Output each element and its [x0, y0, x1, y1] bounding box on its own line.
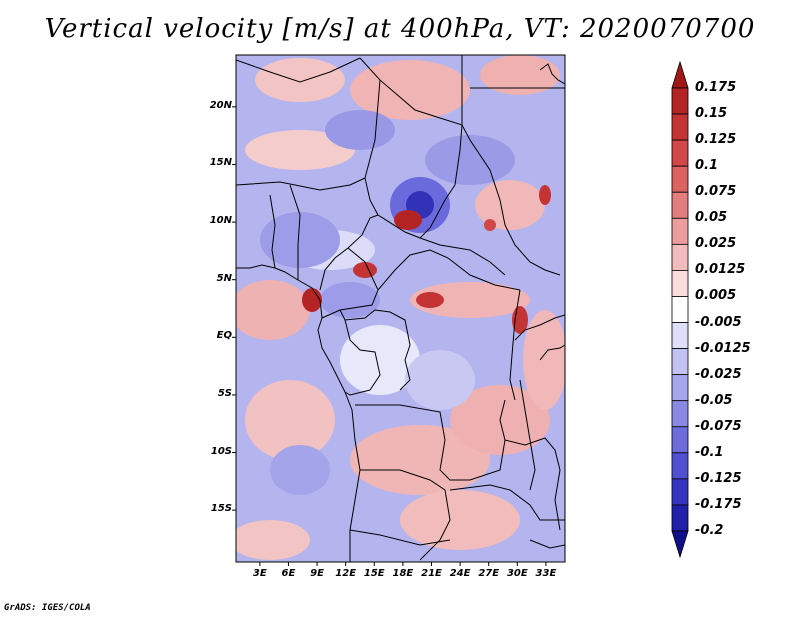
- colorbar-label: -0.05: [695, 392, 733, 408]
- lat-label-15n: 15N: [209, 157, 232, 169]
- lon-label-24e: 24E: [449, 568, 471, 579]
- colorbar-swatch: [671, 113, 689, 141]
- lat-label-20n: 20N: [209, 99, 232, 111]
- colorbar-swatch: [671, 348, 689, 376]
- colorbar-label: -0.1: [695, 444, 724, 460]
- colorbar-swatch: [671, 530, 689, 559]
- colorbar-swatch: [671, 270, 689, 297]
- colorbar-label: -0.0125: [695, 340, 751, 356]
- lat-label-10s: 10S: [210, 445, 232, 457]
- colorbar-swatch: [671, 243, 689, 271]
- colorbar-label: 0.025: [695, 236, 737, 252]
- lon-label-18e: 18E: [392, 568, 414, 579]
- colorbar-swatch: [671, 322, 689, 349]
- grads-credit: GrADS: IGES/COLA: [4, 603, 91, 613]
- colorbar-label: 0.1: [695, 158, 719, 174]
- lat-label-10n: 10N: [209, 215, 232, 227]
- colorbar-label: -0.175: [695, 496, 742, 512]
- colorbar-label: -0.2: [695, 523, 724, 538]
- velocity-field: [236, 55, 565, 562]
- colorbar-swatch: [671, 400, 689, 428]
- country-borders: [236, 55, 565, 562]
- lat-label-15s: 15S: [210, 503, 232, 515]
- colorbar-label: 0.175: [695, 80, 737, 95]
- lon-label-9e: 9E: [310, 568, 324, 579]
- colorbar-label: -0.075: [695, 418, 742, 434]
- colorbar-label: 0.05: [695, 210, 728, 226]
- lon-label-15e: 15E: [363, 568, 385, 579]
- colorbar-label: 0.005: [695, 288, 737, 304]
- colorbar-label: 0.075: [695, 184, 737, 200]
- lon-label-21e: 21E: [421, 568, 442, 579]
- colorbar-swatch: [671, 139, 689, 167]
- lon-label-27e: 27E: [478, 568, 500, 579]
- colorbar-swatch: [671, 426, 689, 454]
- colorbar-swatch: [671, 217, 689, 245]
- colorbar-swatch: [671, 452, 689, 480]
- colorbar-label: -0.025: [695, 366, 742, 382]
- lon-label-30e: 30E: [506, 568, 528, 579]
- colorbar-label: 0.0125: [695, 262, 746, 278]
- lon-label-33e: 33E: [535, 568, 557, 579]
- colorbar-swatch: [671, 191, 689, 219]
- lon-label-12e: 12E: [335, 568, 357, 579]
- colorbar-label: 0.125: [695, 132, 737, 148]
- lon-label-3e: 3E: [252, 568, 267, 579]
- colorbar-label: -0.005: [695, 314, 742, 330]
- colorbar: [671, 60, 689, 559]
- colorbar-label: 0.15: [695, 106, 728, 122]
- lat-label-5n: 5N: [216, 272, 232, 284]
- map-title: Vertical velocity [m/s] at 400hPa, VT: 2…: [44, 14, 756, 44]
- colorbar-swatch: [671, 504, 689, 532]
- lat-label-5s: 5S: [217, 387, 232, 399]
- colorbar-swatch: [671, 87, 689, 115]
- colorbar-swatch: [671, 478, 689, 506]
- map-frame: [235, 54, 566, 563]
- lon-label-6e: 6E: [281, 568, 296, 579]
- lat-label-eq: EQ: [216, 330, 232, 342]
- colorbar-swatch: [671, 60, 689, 89]
- colorbar-label: -0.125: [695, 470, 742, 486]
- colorbar-swatch: [671, 165, 689, 193]
- colorbar-swatch: [671, 374, 689, 402]
- colorbar-swatch: [671, 296, 689, 323]
